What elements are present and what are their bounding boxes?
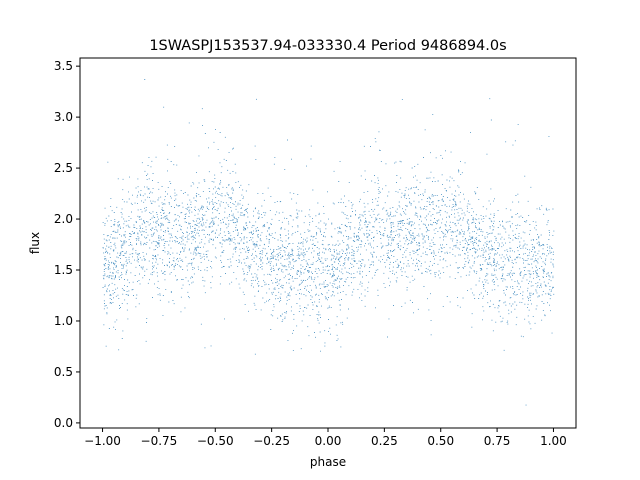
x-axis-label: phase [310, 455, 346, 469]
scatter-points [102, 79, 555, 406]
y-tick-label: 3.5 [54, 59, 73, 73]
y-tick-label: 1.0 [54, 314, 73, 328]
x-tick-label: −1.00 [84, 434, 121, 448]
data-point-cloud [102, 79, 555, 406]
y-axis-label: flux [28, 232, 42, 254]
y-axis: 0.0 0.5 1.0 1.5 2.0 2.5 3.0 3.5 [54, 59, 80, 430]
x-tick-label: −0.25 [253, 434, 290, 448]
y-tick-label: 0.0 [54, 416, 73, 430]
x-tick-label: −0.50 [197, 434, 234, 448]
x-tick-label: 1.00 [540, 434, 567, 448]
x-tick-label: 0.75 [484, 434, 511, 448]
x-tick-label: 0.25 [371, 434, 398, 448]
y-tick-label: 0.5 [54, 365, 73, 379]
x-tick-label: −0.75 [141, 434, 178, 448]
y-tick-label: 1.5 [54, 263, 73, 277]
plot-frame [79, 57, 577, 429]
x-tick-label: 0.00 [315, 434, 342, 448]
x-axis: −1.00 −0.75 −0.50 −0.25 0.00 0.25 0.50 0.75 1.00 [84, 428, 567, 448]
y-tick-label: 2.5 [54, 161, 73, 175]
chart-title: 1SWASPJ153537.94-033330.4 Period 9486894… [149, 38, 506, 54]
y-tick-label: 2.0 [54, 212, 73, 226]
y-tick-label: 3.0 [54, 110, 73, 124]
x-tick-label: 0.50 [427, 434, 454, 448]
